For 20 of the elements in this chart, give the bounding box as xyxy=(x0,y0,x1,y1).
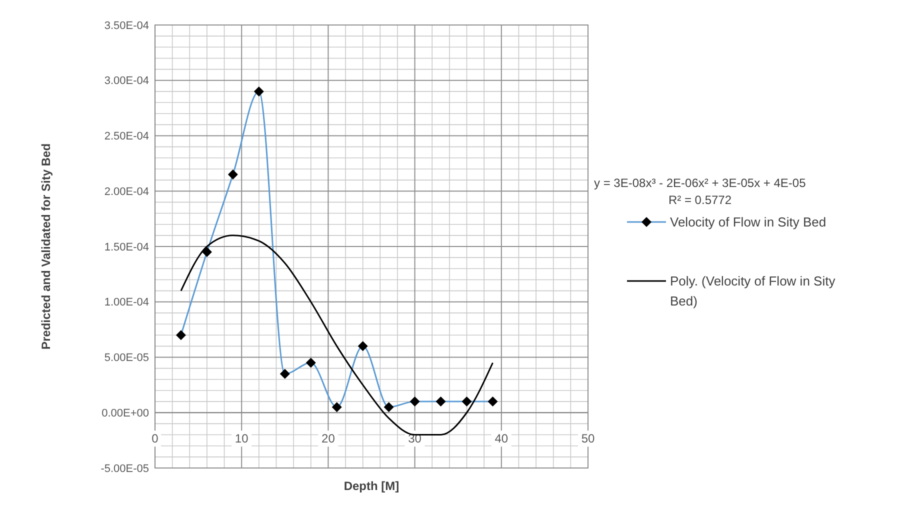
y-tick-label: 1.50E-04 xyxy=(104,241,149,254)
x-tick-label: 10 xyxy=(234,432,249,446)
x-axis-title: Depth [M] xyxy=(344,479,400,493)
x-tick-label: 40 xyxy=(494,432,508,446)
text: R² = 0.5772 xyxy=(668,193,732,207)
y-tick-label: 2.50E-04 xyxy=(104,130,149,143)
x-tick-label: 0 xyxy=(152,432,159,446)
y-tick-label: 0.00E+00 xyxy=(102,407,149,420)
text: y = 3E-08x³ - 2E-06x² + 3E-05x + 4E-05 xyxy=(594,176,806,190)
y-tick-label: -5.00E-05 xyxy=(100,462,149,475)
y-tick-label: 5.00E-05 xyxy=(104,352,149,364)
y-axis-title: Predicted and Validated for Sity Bed xyxy=(39,143,53,350)
legend-label: Poly. (Velocity of Flow in Sity Bed) xyxy=(670,274,836,309)
y-tick-label: 2.00E-04 xyxy=(104,186,149,198)
y-tick-label: 3.50E-04 xyxy=(104,20,149,32)
legend-label: Velocity of Flow in Sity Bed xyxy=(670,214,826,230)
x-tick-label: 20 xyxy=(322,432,336,446)
x-tick-label: 50 xyxy=(581,432,595,446)
y-tick-label: 3.00E-04 xyxy=(104,75,149,88)
y-tick-label: 1.00E-04 xyxy=(104,296,149,309)
